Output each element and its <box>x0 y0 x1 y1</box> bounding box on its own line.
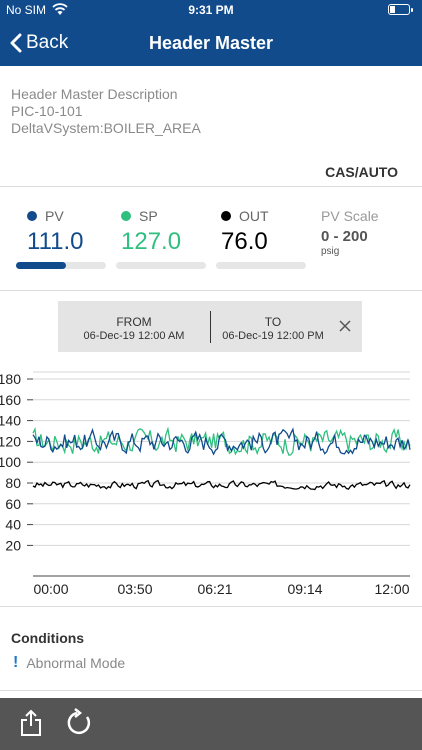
x-tick-label: 00:00 <box>33 581 68 597</box>
condition-label: Abnormal Mode <box>26 655 126 671</box>
x-tick-label: 12:00 <box>374 581 409 597</box>
range-separator <box>210 311 211 343</box>
from-label: FROM <box>116 315 152 329</box>
pv-bar <box>16 262 106 269</box>
tag-id: PIC-10-101 <box>11 103 83 119</box>
alert-icon: ! <box>13 654 19 671</box>
out-dot <box>221 211 231 221</box>
from-value: 06-Dec-19 12:00 AM <box>83 330 185 342</box>
battery-icon <box>388 4 413 15</box>
pv-value: 111.0 <box>27 228 84 255</box>
series-out-line <box>32 479 411 491</box>
condition-item: ! Abnormal Mode <box>13 654 125 672</box>
pv-bar-fill <box>16 262 66 269</box>
from-range[interactable]: FROM 06-Dec-19 12:00 AM <box>58 315 210 342</box>
pv-dot <box>27 211 37 221</box>
description-block: Header Master Description PIC-10-101 Del… <box>11 86 201 137</box>
to-label: TO <box>264 315 282 329</box>
back-label: Back <box>26 32 69 53</box>
y-tick-label: 80 <box>5 475 21 491</box>
out-metric: OUT 76.0 <box>221 208 269 256</box>
x-tick-label: 09:14 <box>287 581 322 597</box>
y-tick-label: 120 <box>0 433 21 449</box>
carrier-label: No SIM <box>6 3 47 17</box>
date-range-selector[interactable]: FROM 06-Dec-19 12:00 AM TO 06-Dec-19 12:… <box>58 301 362 352</box>
mode-label: CAS/AUTO <box>325 164 398 180</box>
y-tick-label: 180 <box>0 371 21 387</box>
refresh-icon[interactable] <box>65 708 95 738</box>
x-tick-label: 03:50 <box>117 581 152 597</box>
out-label: OUT <box>239 208 269 224</box>
back-button[interactable]: Back <box>10 30 68 56</box>
pv-scale-label: PV Scale <box>321 208 379 224</box>
to-range[interactable]: TO 06-Dec-19 12:00 PM <box>211 315 335 342</box>
x-tick-label: 06:21 <box>197 581 232 597</box>
status-bar: No SIM 9:31 PM <box>0 0 422 20</box>
chevron-left-icon <box>10 33 22 53</box>
share-icon[interactable] <box>16 708 46 738</box>
sp-metric: SP 127.0 <box>121 208 181 256</box>
pv-metric: PV 111.0 <box>27 208 84 256</box>
description-text: Header Master Description <box>11 86 178 102</box>
y-tick-label: 140 <box>0 413 21 429</box>
sp-dot <box>121 211 131 221</box>
trend-chart: 180 160 140 120 100 80 60 40 20 00:00 03:50 06:21 09… <box>0 371 411 597</box>
divider <box>0 290 422 291</box>
wifi-icon <box>52 3 68 15</box>
sp-label: SP <box>139 208 158 224</box>
y-tick-label: 100 <box>0 454 21 470</box>
out-bar <box>216 262 306 269</box>
clock: 9:31 PM <box>188 3 234 17</box>
bottom-toolbar <box>0 698 422 750</box>
y-tick-label: 40 <box>5 517 21 533</box>
sp-bar <box>116 262 206 269</box>
navigation-bar: Back Header Master <box>0 20 422 66</box>
divider <box>0 186 422 187</box>
divider <box>0 690 422 691</box>
to-value: 06-Dec-19 12:00 PM <box>222 330 324 342</box>
system-path: DeltaVSystem:BOILER_AREA <box>11 120 201 136</box>
conditions-title: Conditions <box>11 630 85 646</box>
pv-scale-range: 0 - 200 <box>321 228 368 245</box>
out-value: 76.0 <box>221 228 268 255</box>
y-tick-label: 20 <box>5 537 21 553</box>
close-icon[interactable] <box>336 317 354 335</box>
divider <box>0 606 422 607</box>
y-tick-label: 60 <box>5 496 21 512</box>
pv-scale-unit: psig <box>321 246 340 257</box>
pv-scale: PV Scale 0 - 200 psig <box>321 208 379 257</box>
y-tick-label: 160 <box>0 392 21 408</box>
pv-label: PV <box>45 208 64 224</box>
series-pv-line <box>32 427 411 456</box>
sp-value: 127.0 <box>121 228 182 255</box>
